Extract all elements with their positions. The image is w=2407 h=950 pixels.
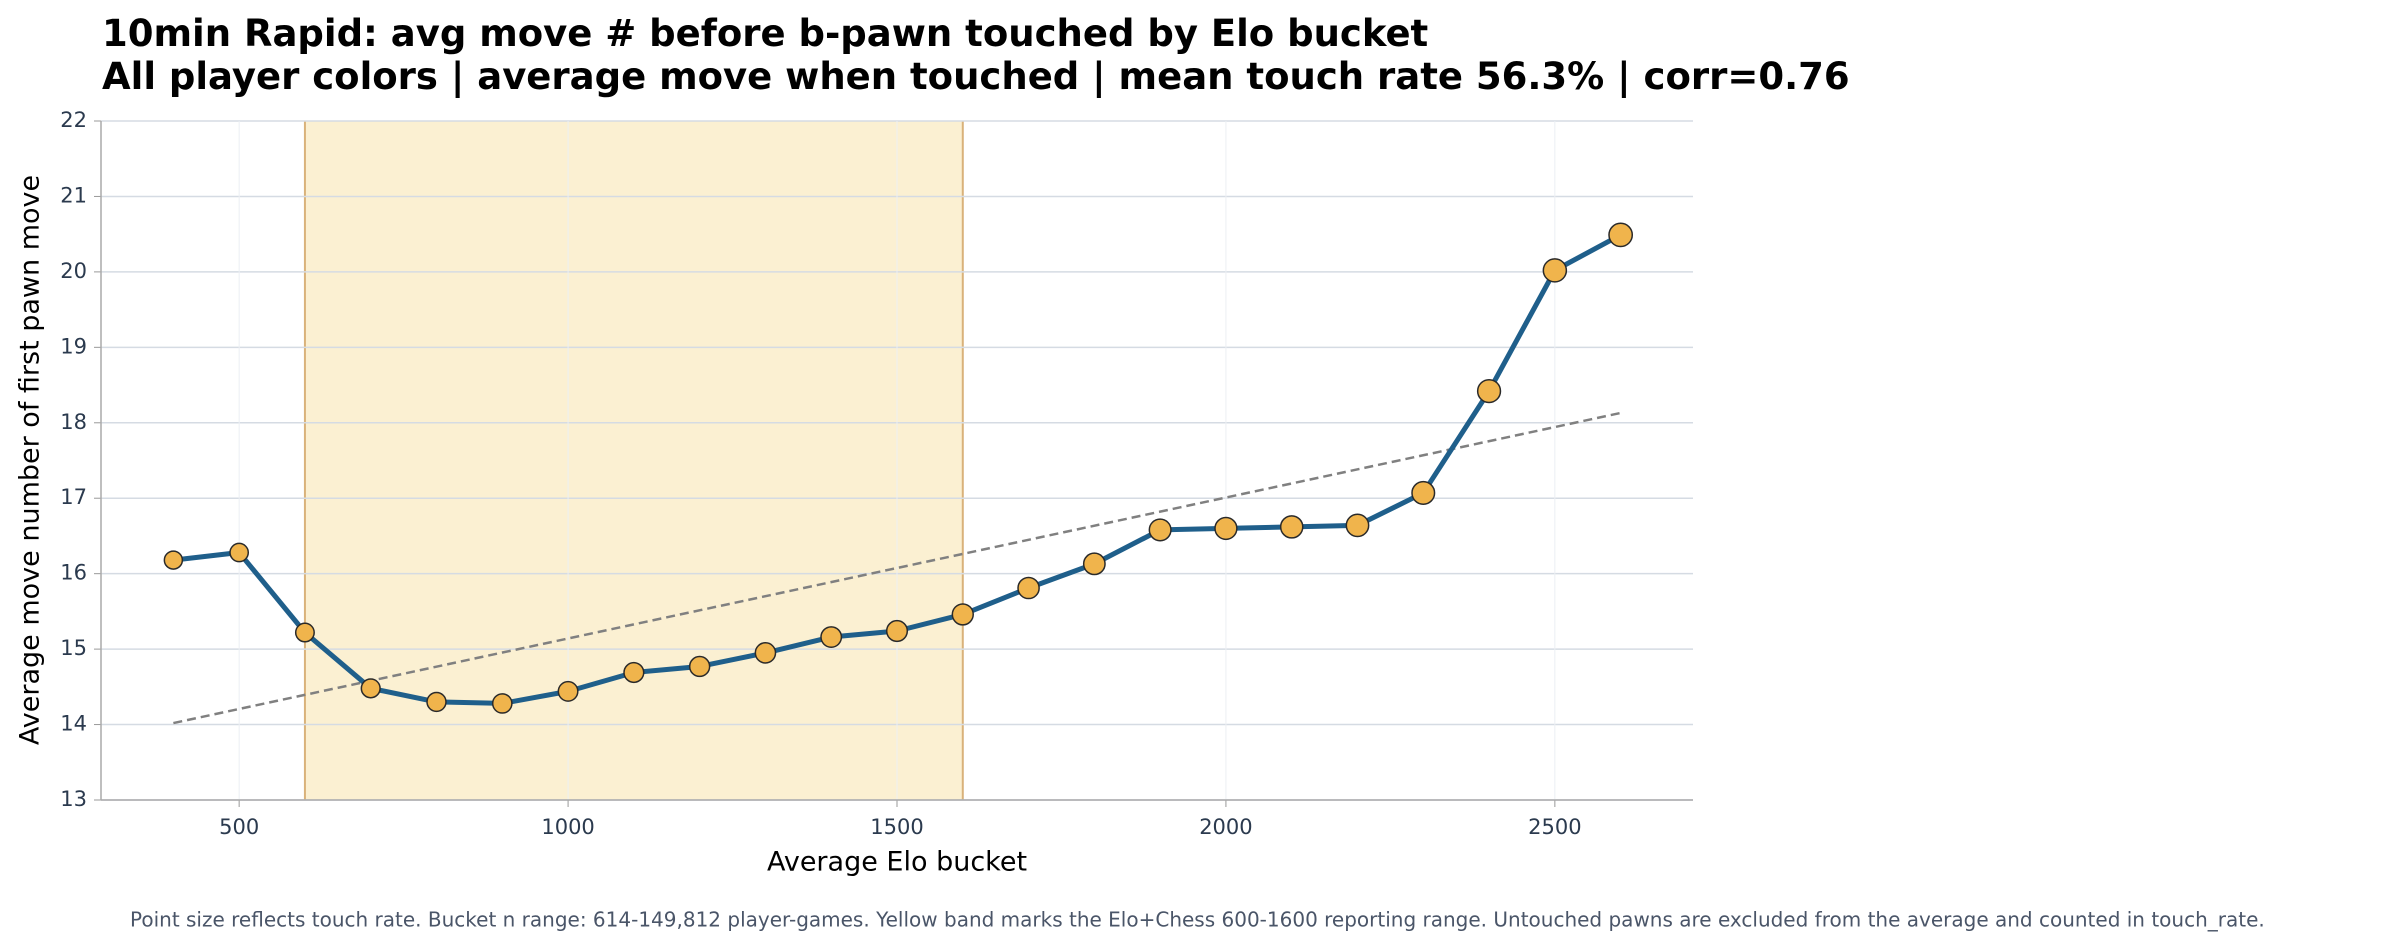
chart-subtitle: All player colors | average move when to… — [102, 55, 1850, 98]
data-point — [1082, 552, 1106, 576]
x-axis-label: Average Elo bucket — [767, 847, 1027, 878]
y-tick-label: 13 — [60, 787, 87, 811]
y-tick-label: 14 — [60, 712, 87, 736]
data-point — [360, 678, 381, 699]
y-tick-label: 22 — [60, 108, 87, 132]
data-point — [1411, 480, 1436, 505]
data-point — [820, 626, 843, 648]
x-tick-label: 2500 — [1528, 815, 1581, 839]
data-point — [163, 550, 184, 570]
y-tick-label: 16 — [60, 561, 87, 585]
data-point — [1345, 513, 1370, 538]
data-point — [491, 693, 513, 714]
y-tick-label: 15 — [60, 636, 87, 660]
chart-title: 10min Rapid: avg move # before b-pawn to… — [102, 12, 1428, 55]
x-tick-label: 1000 — [541, 815, 594, 839]
y-tick-label: 19 — [60, 334, 87, 358]
y-tick-label: 17 — [60, 485, 87, 509]
data-point — [1279, 515, 1304, 539]
y-tick-label: 21 — [60, 183, 87, 207]
trend-line — [173, 411, 1621, 725]
data-point — [294, 622, 315, 643]
data-point — [688, 655, 711, 678]
data-point — [623, 661, 645, 684]
x-tick-label: 1500 — [870, 815, 923, 839]
data-point — [1542, 258, 1568, 283]
y-axis-label: Average move number of first pawn move — [15, 175, 46, 745]
data-point — [229, 542, 250, 563]
data-point — [1608, 222, 1634, 248]
y-tick-label: 18 — [60, 410, 87, 434]
data-point — [1476, 378, 1502, 404]
data-point — [557, 680, 579, 702]
data-point — [1214, 516, 1238, 541]
data-point — [1148, 518, 1172, 542]
data-point — [1017, 576, 1040, 600]
x-tick-label: 2000 — [1199, 815, 1252, 839]
footnote: Point size reflects touch rate. Bucket n… — [130, 908, 2265, 932]
y-tick-label: 20 — [60, 259, 87, 283]
data-point — [426, 691, 447, 713]
band — [304, 121, 963, 800]
data-point — [754, 642, 777, 664]
data-point — [885, 619, 909, 643]
data-point — [951, 603, 974, 626]
x-tick-label: 500 — [219, 815, 259, 839]
